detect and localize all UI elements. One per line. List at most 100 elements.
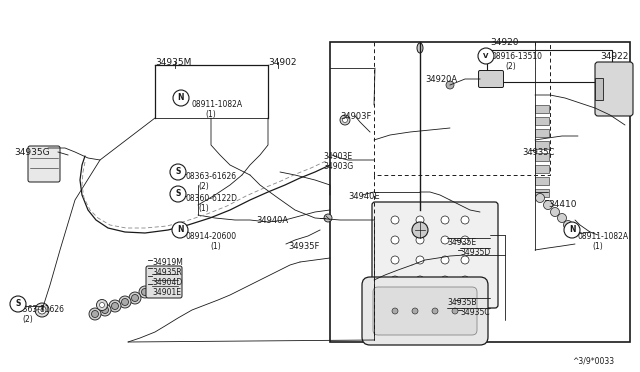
Circle shape	[441, 216, 449, 224]
Circle shape	[416, 236, 424, 244]
Circle shape	[170, 186, 186, 202]
Circle shape	[478, 48, 494, 64]
Circle shape	[102, 307, 109, 314]
Circle shape	[109, 300, 121, 312]
Circle shape	[391, 236, 399, 244]
Circle shape	[92, 311, 99, 317]
Text: 34935F: 34935F	[288, 242, 319, 251]
Circle shape	[35, 303, 49, 317]
Circle shape	[416, 216, 424, 224]
Circle shape	[550, 208, 559, 217]
Text: N: N	[569, 225, 575, 234]
Circle shape	[461, 276, 469, 284]
Circle shape	[97, 299, 108, 311]
Circle shape	[119, 296, 131, 308]
Text: 08360-6122D: 08360-6122D	[186, 194, 238, 203]
Text: (1): (1)	[210, 242, 221, 251]
Circle shape	[99, 304, 111, 316]
FancyBboxPatch shape	[372, 202, 498, 308]
Text: (2): (2)	[198, 182, 209, 191]
Bar	[330, 42, 630, 342]
Circle shape	[170, 164, 186, 180]
Circle shape	[412, 308, 418, 314]
Circle shape	[441, 256, 449, 264]
Circle shape	[452, 308, 458, 314]
Text: 34935C: 34935C	[460, 308, 490, 317]
Text: (1): (1)	[592, 242, 603, 251]
Circle shape	[324, 214, 332, 222]
Text: 34935B: 34935B	[447, 298, 477, 307]
Circle shape	[129, 292, 141, 304]
Bar	[535, 117, 549, 125]
Text: (2): (2)	[505, 62, 516, 71]
Text: 34922: 34922	[600, 52, 628, 61]
Text: 34903G: 34903G	[323, 162, 353, 171]
Bar	[487, 50, 612, 82]
Text: 34935M: 34935M	[155, 58, 191, 67]
Text: 34904D: 34904D	[152, 278, 182, 287]
Text: (1): (1)	[205, 110, 216, 119]
Text: 34935R: 34935R	[152, 268, 182, 277]
Circle shape	[391, 276, 399, 284]
FancyBboxPatch shape	[28, 146, 60, 182]
Text: 34901E: 34901E	[152, 288, 181, 297]
Circle shape	[432, 308, 438, 314]
Circle shape	[536, 193, 545, 202]
Circle shape	[441, 236, 449, 244]
Text: (2): (2)	[22, 315, 33, 324]
FancyBboxPatch shape	[146, 266, 182, 298]
Text: 34935D: 34935D	[460, 248, 490, 257]
Text: 34902: 34902	[268, 58, 296, 67]
Text: 34935E: 34935E	[447, 238, 476, 247]
Bar	[535, 153, 549, 161]
Bar	[595, 78, 603, 100]
Circle shape	[139, 286, 151, 298]
Circle shape	[173, 90, 189, 106]
Bar	[535, 141, 549, 149]
Circle shape	[38, 306, 46, 314]
Circle shape	[111, 302, 118, 310]
Ellipse shape	[417, 43, 423, 53]
Text: 08916-13510: 08916-13510	[492, 52, 543, 61]
Circle shape	[563, 221, 573, 230]
Circle shape	[141, 289, 148, 295]
Text: V: V	[483, 53, 489, 59]
Text: 08911-1082A: 08911-1082A	[578, 232, 629, 241]
Circle shape	[543, 201, 552, 209]
FancyBboxPatch shape	[362, 277, 488, 345]
Circle shape	[122, 298, 129, 305]
Text: 08363-81626: 08363-81626	[14, 305, 65, 314]
Text: 34903F: 34903F	[340, 112, 371, 121]
Text: 34919M: 34919M	[152, 258, 183, 267]
Text: 34940E: 34940E	[348, 192, 380, 201]
Text: N: N	[177, 225, 183, 234]
Circle shape	[131, 295, 138, 301]
Bar	[535, 177, 549, 185]
Circle shape	[557, 214, 566, 222]
Bar	[535, 189, 549, 197]
Circle shape	[416, 276, 424, 284]
Circle shape	[446, 81, 454, 89]
Text: 34903E: 34903E	[323, 152, 352, 161]
FancyBboxPatch shape	[373, 287, 477, 335]
Text: 34410: 34410	[548, 200, 577, 209]
Text: 08911-1082A: 08911-1082A	[192, 100, 243, 109]
Text: 08363-61626: 08363-61626	[186, 172, 237, 181]
Text: ^3/9*0033: ^3/9*0033	[572, 356, 614, 365]
Text: N: N	[178, 93, 184, 103]
Text: S: S	[175, 189, 180, 199]
Circle shape	[392, 308, 398, 314]
Text: 34935G: 34935G	[14, 148, 50, 157]
Bar	[535, 105, 549, 113]
Circle shape	[416, 256, 424, 264]
Circle shape	[461, 236, 469, 244]
Bar	[535, 129, 549, 137]
Circle shape	[172, 222, 188, 238]
Circle shape	[391, 256, 399, 264]
Bar	[535, 165, 549, 173]
Circle shape	[412, 222, 428, 238]
Text: S: S	[15, 299, 20, 308]
Circle shape	[461, 256, 469, 264]
Text: 34920A: 34920A	[425, 75, 457, 84]
Text: 34940A: 34940A	[256, 216, 288, 225]
